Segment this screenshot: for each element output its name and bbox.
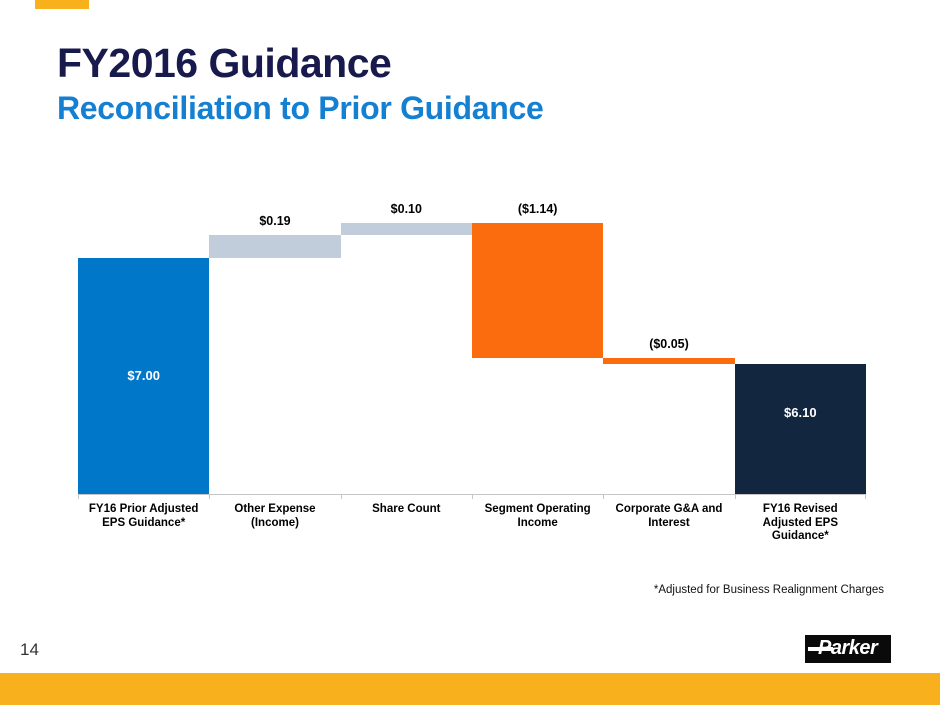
bar-value-label: $0.10 (390, 202, 422, 217)
axis-tick (209, 494, 211, 499)
bar-value-label: $6.10 (784, 405, 817, 421)
waterfall-bar-5 (603, 358, 735, 364)
waterfall-bar-2 (209, 235, 341, 258)
parker-logo: Parker (805, 635, 891, 663)
axis-tick (603, 494, 605, 499)
bar-value-label: $0.19 (259, 214, 291, 229)
category-label: FY16 Revised Adjusted EPS Guidance* (762, 503, 839, 542)
bar-value-label: ($1.14) (517, 202, 558, 217)
slide-subtitle: Reconciliation to Prior Guidance (57, 90, 544, 126)
axis-tick (865, 494, 866, 499)
waterfall-bar-1 (78, 257, 210, 494)
top-accent-tab (35, 0, 89, 9)
waterfall-bar-3 (340, 223, 472, 236)
waterfall-bar-4 (472, 223, 604, 359)
category-label: FY16 Prior Adjusted EPS Guidance* (88, 503, 199, 529)
axis-tick (78, 494, 79, 499)
axis-tick (734, 494, 736, 499)
waterfall-chart: $7.00 FY16 Prior Adjusted EPS Guidance* $0.… (78, 195, 866, 542)
axis-tick (340, 494, 342, 499)
category-label: Share Count (372, 503, 441, 515)
logo-dash (808, 647, 833, 651)
waterfall-bar-6 (734, 364, 866, 494)
slide-title: FY2016 Guidance (57, 40, 392, 86)
category-label: Segment Operating Income (484, 503, 591, 529)
footnote: *Adjusted for Business Realignment Charg… (653, 584, 884, 596)
axis-tick (472, 494, 473, 499)
logo-text: Parker (818, 637, 878, 659)
bottom-accent-bar (0, 673, 940, 705)
page-number: 14 (20, 640, 39, 659)
category-label: Other Expense (Income) (234, 503, 316, 529)
bar-value-label: $7.00 (127, 367, 160, 383)
category-label: Corporate G&A and Interest (615, 503, 723, 529)
bar-value-label: ($0.05) (649, 337, 689, 352)
